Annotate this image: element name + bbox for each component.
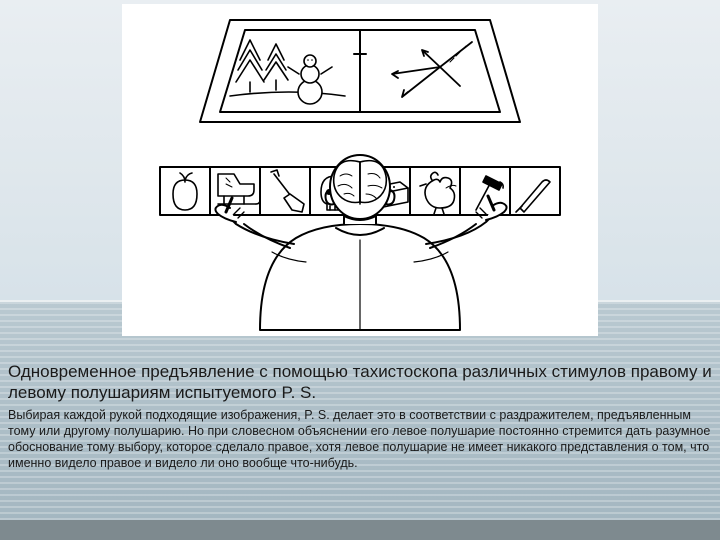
screen	[200, 20, 520, 122]
caption-body: Выбирая каждой рукой подходящие изображе…	[8, 407, 712, 471]
illustration-card	[122, 4, 598, 336]
caption-title: Одновременное предъявление с помощью тах…	[8, 362, 712, 403]
bg-bottom-bar	[0, 520, 720, 540]
brain-icon	[334, 161, 387, 204]
illustration-container	[0, 4, 720, 336]
split-brain-illustration	[140, 12, 580, 332]
caption-block: Одновременное предъявление с помощью тах…	[8, 362, 712, 471]
